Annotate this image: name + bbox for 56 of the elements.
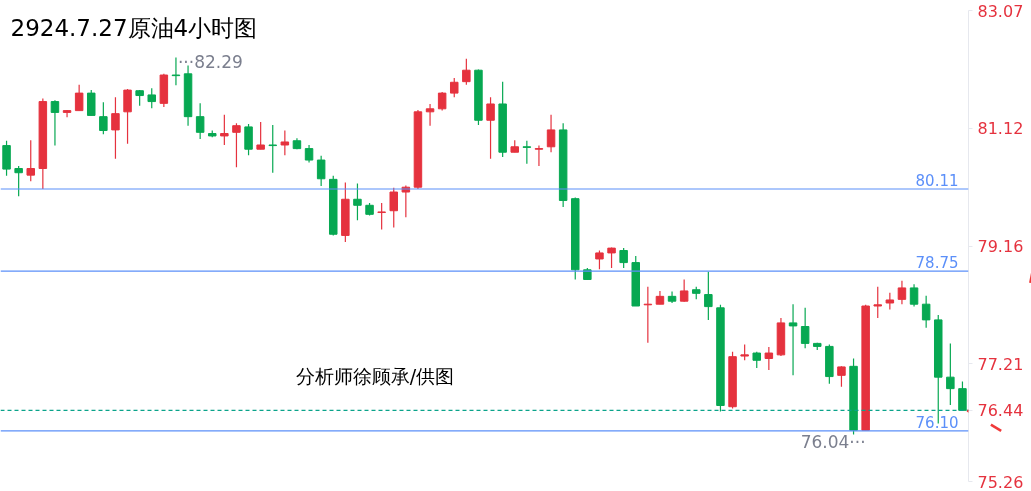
candlestick [353,182,362,221]
candlestick [244,123,253,156]
chart-title: 2924.7.27原油4小时图 [10,14,258,41]
ref-line-label: 78.75 [915,254,959,273]
candlestick [377,202,386,231]
candlestick [99,101,108,135]
y-tick-label: 83.07 [977,1,1024,21]
candlestick [389,187,398,229]
annotation: 分析师徐顾承/供图 [295,365,455,388]
candlestick [788,303,798,376]
candlestick [256,121,265,150]
candlestick [171,56,181,86]
candlestick [486,96,495,160]
candlestick [534,144,544,167]
candlestick [704,271,713,321]
candlestick [909,283,919,308]
candlestick [2,140,11,177]
candlestick [425,103,435,127]
candlestick [885,292,895,311]
y-tick-label: 81.12 [977,119,1024,139]
candlestick [123,88,132,145]
candlestick [316,155,326,187]
candlestick [220,114,229,146]
candlestick [546,114,556,153]
candlestick [14,165,23,197]
candlestick [111,96,120,160]
annotation: ···82.29 [177,51,243,72]
ref-line-label: 76.10 [915,413,959,432]
candlestick [921,295,931,329]
candlestick [764,346,774,371]
y-tick-label: 75.26 [977,472,1024,491]
candlestick [679,278,689,303]
candlestick [607,246,616,269]
y-tick-label: 79.16 [977,237,1024,257]
ref-line-label: 80.11 [915,172,959,191]
candlestick [897,280,907,305]
candlestick [619,247,628,269]
candlestick [522,140,532,165]
candlestick [837,365,846,388]
candlestick [946,342,955,406]
candlestick [595,249,604,270]
candlestick [958,380,967,412]
candlestick [26,139,35,182]
candlestick [232,122,241,168]
candlestick [87,89,96,117]
candlestick [873,286,882,319]
candlestick [462,58,471,86]
candlestick [800,307,810,349]
candlestick [74,84,84,112]
annotation: 76.04··· [800,432,866,453]
candlestick [147,87,156,109]
candlestick [450,77,459,98]
candlestick [50,99,60,147]
candlestick [268,124,277,174]
candlestick [280,129,290,156]
candlestick [195,102,205,140]
